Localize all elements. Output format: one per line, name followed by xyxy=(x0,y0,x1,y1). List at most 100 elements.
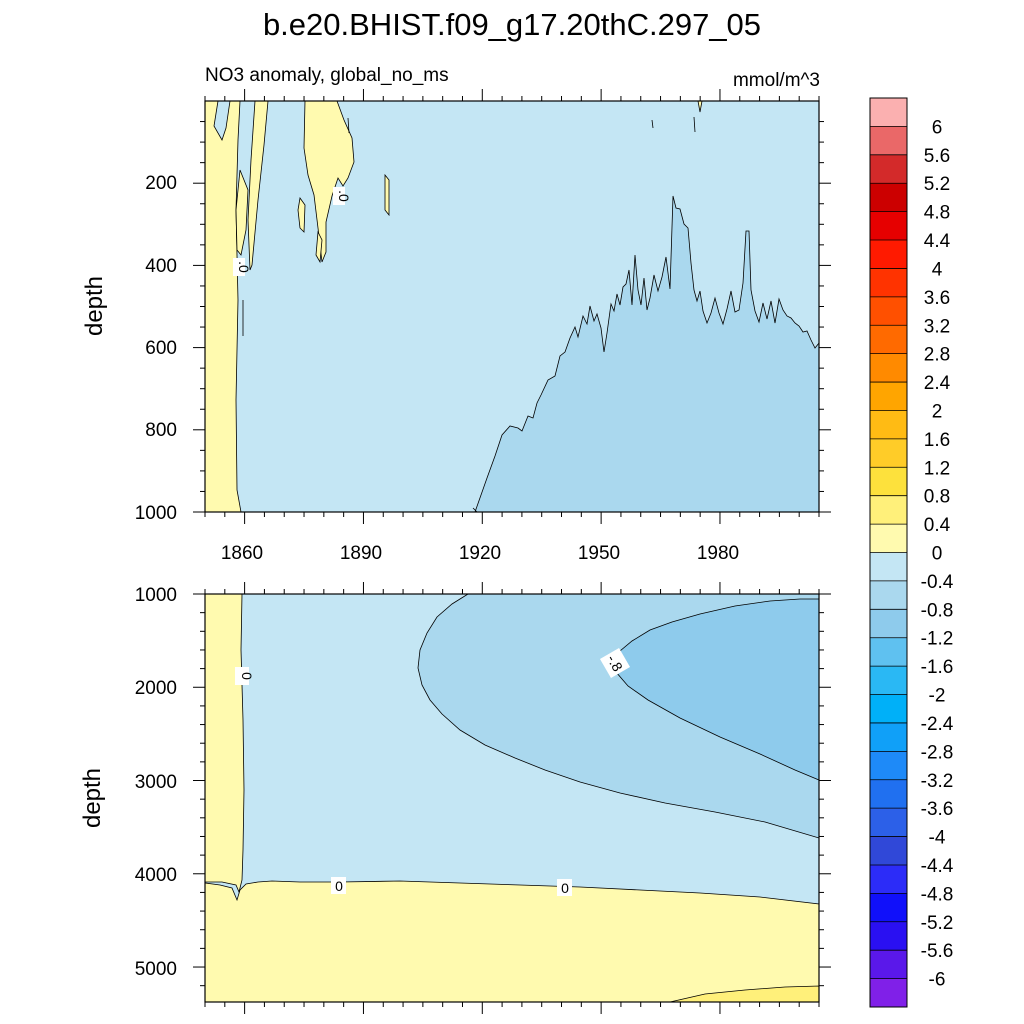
upper-panel: .0 .0 200 400 600 800 1000 depth 1860 18… xyxy=(81,89,831,564)
colorbar-label: 6 xyxy=(932,117,943,138)
colorbar-swatch xyxy=(870,893,907,923)
colorbar-label: 3.2 xyxy=(924,316,950,337)
colorbar-label: -4.8 xyxy=(921,884,954,905)
colorbar-label: -3.2 xyxy=(921,771,954,792)
lower-y-axis-label: depth xyxy=(79,768,106,828)
colorbar-frame xyxy=(869,97,908,1008)
upper-region-neg-0p8 xyxy=(474,195,820,513)
colorbar-label: 0.8 xyxy=(924,487,950,508)
x-tick-label: 1890 xyxy=(340,543,382,564)
units-label: mmol/m^3 xyxy=(733,70,820,91)
colorbar-swatch xyxy=(870,296,907,326)
colorbar-label: -0.8 xyxy=(921,600,954,621)
colorbar-label: 1.2 xyxy=(924,458,950,479)
x-tick-label: 1980 xyxy=(697,543,739,564)
lower-y-tick-label: 1000 xyxy=(135,585,177,606)
colorbar-swatch xyxy=(870,694,907,724)
colorbar-swatch xyxy=(870,779,907,809)
colorbar-label: -3.6 xyxy=(921,799,954,820)
upper-contour-label-bg-1 xyxy=(233,258,245,276)
colorbar-label: -0.4 xyxy=(921,572,954,593)
colorbar-swatch xyxy=(870,382,907,411)
chart-subtitle: NO3 anomaly, global_no_ms xyxy=(205,65,449,86)
upper-contour-fragment-2 xyxy=(347,117,350,134)
upper-y-tick-label: 600 xyxy=(145,338,177,359)
colorbar-label: -2.8 xyxy=(921,742,954,763)
colorbar-swatch xyxy=(870,921,907,951)
x-tick-label: 1950 xyxy=(578,543,620,564)
colorbar-swatch xyxy=(870,864,907,894)
upper-contour-label-1: .0 xyxy=(236,261,252,273)
lower-contour-label-bg-1 xyxy=(235,667,249,685)
colorbar-label: -1.2 xyxy=(921,629,954,650)
colorbar-swatch xyxy=(870,240,907,269)
colorbar-label: 2.8 xyxy=(924,345,950,366)
colorbar-swatch xyxy=(870,438,907,468)
upper-region-positive-blob4 xyxy=(384,173,390,217)
lower-contour-label-3: 0 xyxy=(335,878,343,894)
colorbar-label: -4.4 xyxy=(921,856,954,877)
colorbar-swatch xyxy=(870,495,907,525)
colorbar-swatch xyxy=(870,467,907,497)
colorbar-label: 2 xyxy=(932,401,943,422)
colorbar-label: -4 xyxy=(929,828,946,849)
colorbar-swatch xyxy=(870,836,907,866)
upper-contour-fragment-3 xyxy=(651,119,654,129)
colorbar: 6 5.6 5.2 4.8 4.4 4 3.6 3.2 2.8 2.4 2 1.6 1.2 0.8 0.4 0… xyxy=(870,98,954,1008)
upper-y-axis-label: depth xyxy=(81,276,108,336)
colorbar-swatch xyxy=(870,609,907,639)
colorbar-swatch xyxy=(870,722,907,752)
colorbar-label: 2.4 xyxy=(924,373,951,394)
colorbar-label: -6 xyxy=(929,970,946,991)
colorbar-label: 5.2 xyxy=(924,174,950,195)
colorbar-swatch xyxy=(870,154,907,184)
x-tick-label: 1860 xyxy=(221,543,263,564)
colorbar-swatch xyxy=(870,211,907,241)
colorbar-swatch xyxy=(870,637,907,667)
colorbar-swatch xyxy=(870,410,907,440)
colorbar-swatch xyxy=(870,353,907,383)
lower-contour-label-4: 0 xyxy=(561,880,569,896)
colorbar-label: 4.4 xyxy=(924,231,951,252)
colorbar-label: 4.8 xyxy=(924,203,950,224)
colorbar-swatch xyxy=(870,325,907,355)
lower-contour-label-1: 0 xyxy=(239,672,255,680)
colorbar-label: 3.6 xyxy=(924,288,950,309)
upper-region-positive-blob3 xyxy=(297,196,306,233)
colorbar-swatch xyxy=(870,98,907,127)
colorbar-swatch xyxy=(870,580,907,610)
colorbar-swatch xyxy=(870,808,907,837)
lower-tick-marks xyxy=(193,582,831,1014)
upper-tick-marks xyxy=(193,89,831,524)
upper-contour-fragment-5 xyxy=(472,507,478,513)
upper-region-positive-blob1 xyxy=(247,100,269,271)
lower-y-tick-label: 5000 xyxy=(135,959,177,980)
upper-contour-fragment-4 xyxy=(693,116,696,133)
colorbar-swatch xyxy=(870,126,907,156)
colorbar-swatch xyxy=(870,524,907,553)
upper-contour-label-2: .0 xyxy=(336,190,352,202)
lower-region-positive-bottom xyxy=(204,880,820,1003)
colorbar-label: 5.6 xyxy=(924,146,950,167)
lower-contour-label-bg-4 xyxy=(557,879,572,896)
upper-y-tick-label: 200 xyxy=(145,173,177,194)
colorbar-label: 4 xyxy=(932,259,943,280)
colorbar-label: -5.2 xyxy=(921,913,954,934)
colorbar-label: -5.6 xyxy=(921,941,954,962)
colorbar-swatch xyxy=(870,268,907,298)
upper-region-positive-blob2 xyxy=(235,169,249,256)
lower-contour-label-2: -.8 xyxy=(604,652,626,674)
colorbar-swatch xyxy=(870,552,907,582)
colorbar-label: 1.6 xyxy=(924,430,950,451)
upper-y-tick-label: 800 xyxy=(145,420,177,441)
colorbar-swatch xyxy=(870,950,907,979)
upper-y-tick-label: 1000 xyxy=(135,503,177,524)
upper-region-positive-blob5 xyxy=(315,230,323,264)
colorbar-swatch xyxy=(870,666,907,695)
upper-contour-label-bg-2 xyxy=(333,187,345,205)
chart-title: b.e20.BHIST.f09_g17.20thC.297_05 xyxy=(263,7,761,42)
colorbar-label: -2 xyxy=(929,686,946,707)
lower-y-tick-label: 4000 xyxy=(135,865,177,886)
colorbar-swatch xyxy=(870,751,907,781)
